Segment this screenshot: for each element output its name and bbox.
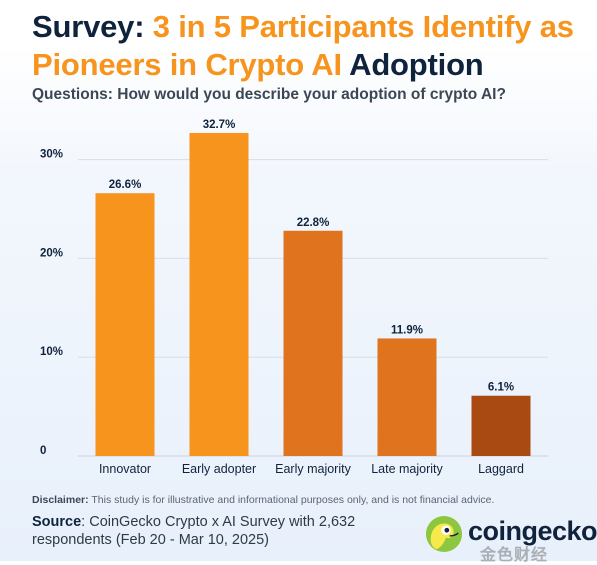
title-part-1: Survey: xyxy=(32,9,153,44)
x-tick-label: Early adopter xyxy=(182,462,256,476)
x-tick-label: Innovator xyxy=(99,462,151,476)
gecko-icon xyxy=(425,515,463,553)
y-tick-label: 0 xyxy=(40,445,46,457)
bar xyxy=(95,193,155,456)
watermark: 金色财经 xyxy=(480,547,549,564)
bar xyxy=(471,395,531,456)
title-part-3: Adoption xyxy=(341,47,484,82)
data-label: 26.6% xyxy=(109,179,142,191)
x-tick-label: Early majority xyxy=(275,462,351,476)
data-label: 6.1% xyxy=(488,382,514,394)
y-tick-label: 20% xyxy=(40,247,63,259)
x-tick-label: Laggard xyxy=(478,462,524,476)
brand-name: coingecko xyxy=(468,516,597,546)
y-tick-label: 30% xyxy=(40,149,63,161)
source-text: : CoinGecko Crypto x AI Survey with 2,63… xyxy=(32,514,356,548)
chart-title: Survey: 3 in 5 Participants Identify as … xyxy=(32,8,592,84)
x-tick-label: Late majority xyxy=(371,462,443,476)
y-tick-label: 10% xyxy=(40,346,63,358)
disclaimer-label: Disclaimer: xyxy=(32,494,89,506)
disclaimer: Disclaimer: This study is for illustrati… xyxy=(32,494,494,506)
coingecko-logo: coingecko 金色财经 xyxy=(425,513,597,564)
bar xyxy=(189,132,249,457)
bar-chart: 0 10% 20% 30% 26.6% Innovator 32.7% Early adopt… xyxy=(40,119,548,476)
data-label: 22.8% xyxy=(297,217,330,229)
chart-subtitle: Questions: How would you describe your a… xyxy=(32,86,506,103)
source-label: Source xyxy=(32,514,82,530)
disclaimer-text: This study is for illustrative and infor… xyxy=(88,494,495,506)
bar xyxy=(283,230,343,456)
data-label: 32.7% xyxy=(203,119,236,131)
bar xyxy=(377,338,437,456)
title-part-2: 3 in 5 Participants Identify as Pioneers… xyxy=(32,9,574,82)
source-note: Source: CoinGecko Crypto x AI Survey wit… xyxy=(32,513,412,549)
data-label: 11.9% xyxy=(391,324,423,336)
